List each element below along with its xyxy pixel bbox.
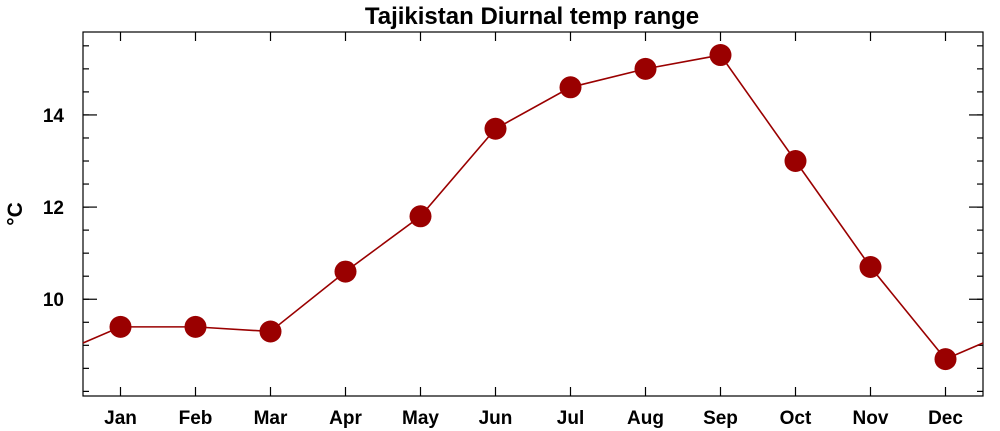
x-tick-label: Sep — [703, 408, 738, 429]
series-group — [83, 44, 983, 370]
x-tick-label: Feb — [179, 408, 213, 429]
x-tick-label: Apr — [329, 408, 362, 429]
data-point — [410, 205, 432, 227]
x-tick-label: Jun — [479, 408, 513, 429]
data-point — [785, 150, 807, 172]
chart-title: Tajikistan Diurnal temp range — [365, 3, 699, 30]
x-tick-label: Jul — [557, 408, 584, 429]
y-axis-label: °C — [4, 202, 27, 226]
x-tick-label: Jan — [104, 408, 137, 429]
data-point — [935, 348, 957, 370]
data-point — [860, 256, 882, 278]
x-tick-label: Dec — [928, 408, 963, 429]
data-point — [635, 58, 657, 80]
y-tick-labels: 10 12 14 — [43, 106, 65, 311]
data-point — [185, 316, 207, 338]
x-tick-label: Oct — [780, 408, 812, 429]
data-point — [260, 320, 282, 342]
data-point — [485, 118, 507, 140]
plot-frame — [83, 32, 983, 396]
data-point — [710, 44, 732, 66]
series-line — [83, 55, 983, 359]
data-point — [335, 261, 357, 283]
data-point — [560, 76, 582, 98]
x-tick-label: Nov — [853, 408, 889, 429]
axis-ticks — [83, 32, 983, 396]
x-tick-label: May — [402, 408, 439, 429]
y-tick-label: 14 — [43, 106, 65, 127]
x-tick-labels: Jan Feb Mar Apr May Jun Jul Aug Sep Oct Nov Dec — [104, 408, 963, 429]
y-tick-label: 12 — [43, 198, 64, 219]
data-point — [110, 316, 132, 338]
x-tick-label: Mar — [254, 408, 288, 429]
y-tick-label: 10 — [43, 290, 64, 311]
x-tick-label: Aug — [627, 408, 664, 429]
